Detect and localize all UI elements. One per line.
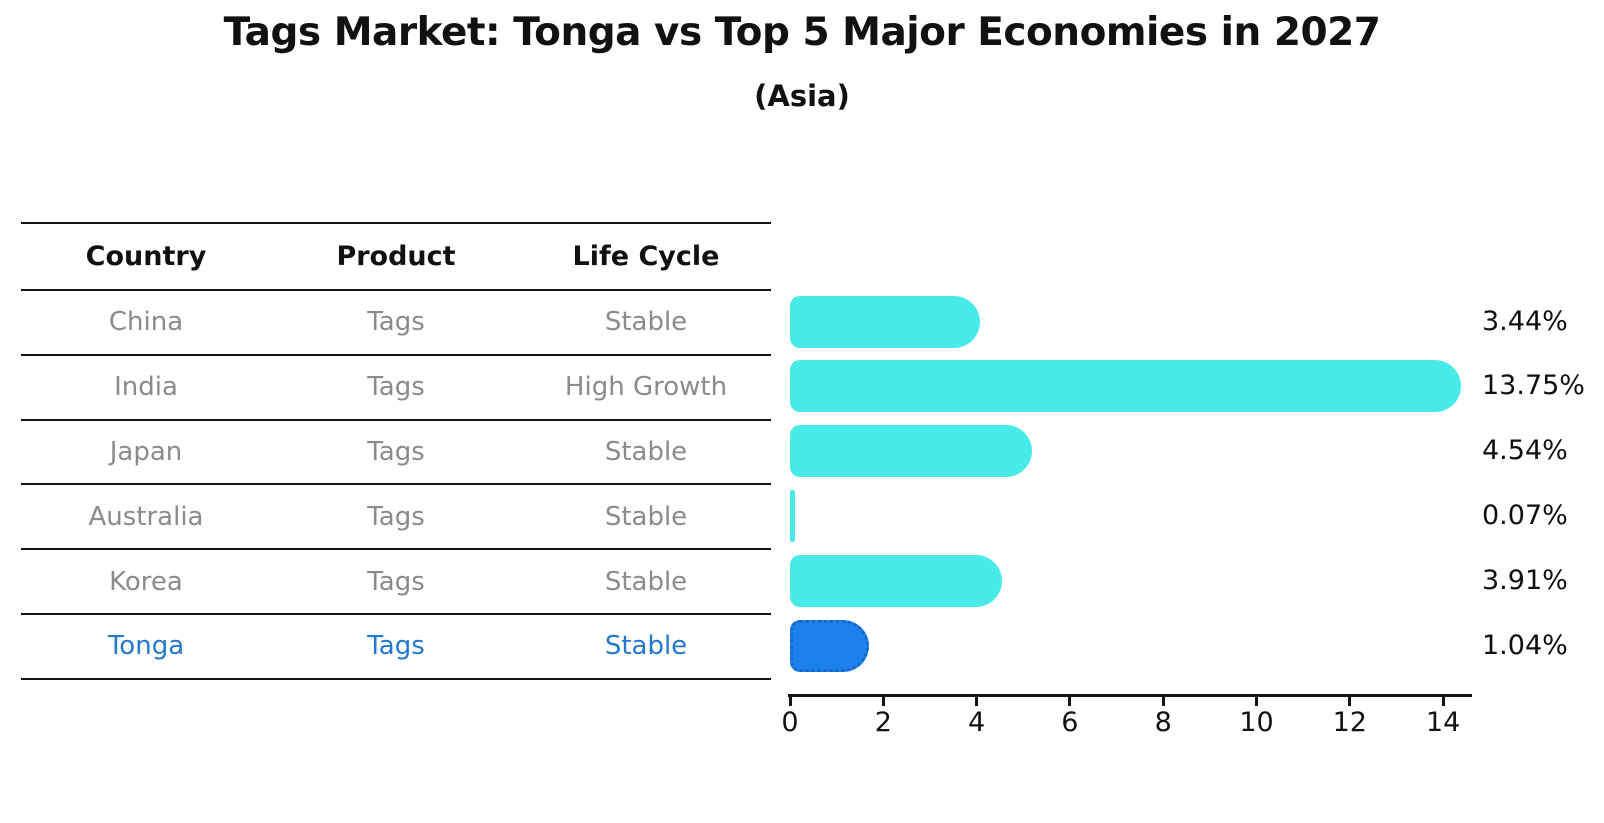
value-label: 3.91% [1482,564,1568,596]
table-cell-product: Tags [367,631,425,662]
table-cell-product: Tags [367,372,425,403]
value-label: 1.04% [1482,629,1568,661]
value-label: 13.75% [1482,370,1585,402]
x-axis-tick-label: 0 [781,707,799,738]
header-cell: Country [85,241,207,272]
table-cell-product: Tags [367,566,425,597]
chart-title: Tags Market: Tonga vs Top 5 Major Econom… [223,10,1381,55]
x-axis-tick-label: 2 [874,707,892,738]
table-body: China Tags Stable India Tags High Growth Japan… [21,291,771,680]
x-axis-tick [975,697,979,706]
table-cell-product: Tags [367,501,425,532]
table-cell-life_cycle: Stable [604,631,688,662]
x-axis-spine [788,694,1472,697]
table-cell-country: Korea [109,566,183,597]
chart-subtitle: (Asia) [754,79,850,113]
value-label: 0.07% [1482,499,1568,531]
table-cell-country: Australia [88,501,204,532]
table-header-row: Country Product Life Cycle [21,224,771,291]
table-cell-country: Tonga [107,631,185,662]
info-table: Country Product Life Cycle China Tags Stable… [21,222,771,680]
bar-korea [790,554,1003,607]
table-cell-life_cycle: Stable [604,307,688,338]
table-cell-country: India [114,372,178,403]
table-cell-life_cycle: Stable [604,501,688,532]
value-label: 4.54% [1482,435,1568,467]
bar-australia [790,489,795,542]
x-axis-tick-label: 4 [968,707,986,738]
table-row: India Tags High Growth [21,356,771,421]
x-axis-tick [881,697,885,706]
table-row: Korea Tags Stable [21,550,771,615]
x-axis-tick-label: 12 [1332,707,1367,738]
table-cell-life_cycle: Stable [604,566,688,597]
bar-japan [790,425,1032,478]
x-axis-tick-label: 6 [1061,707,1079,738]
x-axis-tick-label: 8 [1154,707,1172,738]
table-cell-product: Tags [367,436,425,467]
value-label: 3.44% [1482,305,1568,337]
table-row: Tonga Tags Stable [21,615,771,680]
x-axis-tick [1161,697,1165,706]
table-row: Australia Tags Stable [21,485,771,551]
header-cell: Product [336,241,456,272]
header-cell: Life Cycle [572,241,720,272]
x-axis-tick [1348,697,1352,706]
x-axis-tick-label: 14 [1425,707,1461,738]
bar-tonga [790,619,869,672]
bar-china [790,295,981,348]
table-cell-life_cycle: Stable [604,436,688,467]
table-cell-country: China [108,307,184,338]
bar-india [790,360,1462,413]
table-row: Japan Tags Stable [21,421,771,486]
x-axis-tick [788,697,792,706]
x-axis-tick [1255,697,1258,706]
table-row: China Tags Stable [21,291,771,356]
table-cell-life_cycle: High Growth [564,372,728,403]
x-axis-tick [1441,697,1445,706]
x-axis-tick-label: 10 [1239,707,1274,738]
table-cell-country: Japan [109,436,183,467]
x-axis-tick [1068,697,1072,706]
table-cell-product: Tags [367,307,425,338]
